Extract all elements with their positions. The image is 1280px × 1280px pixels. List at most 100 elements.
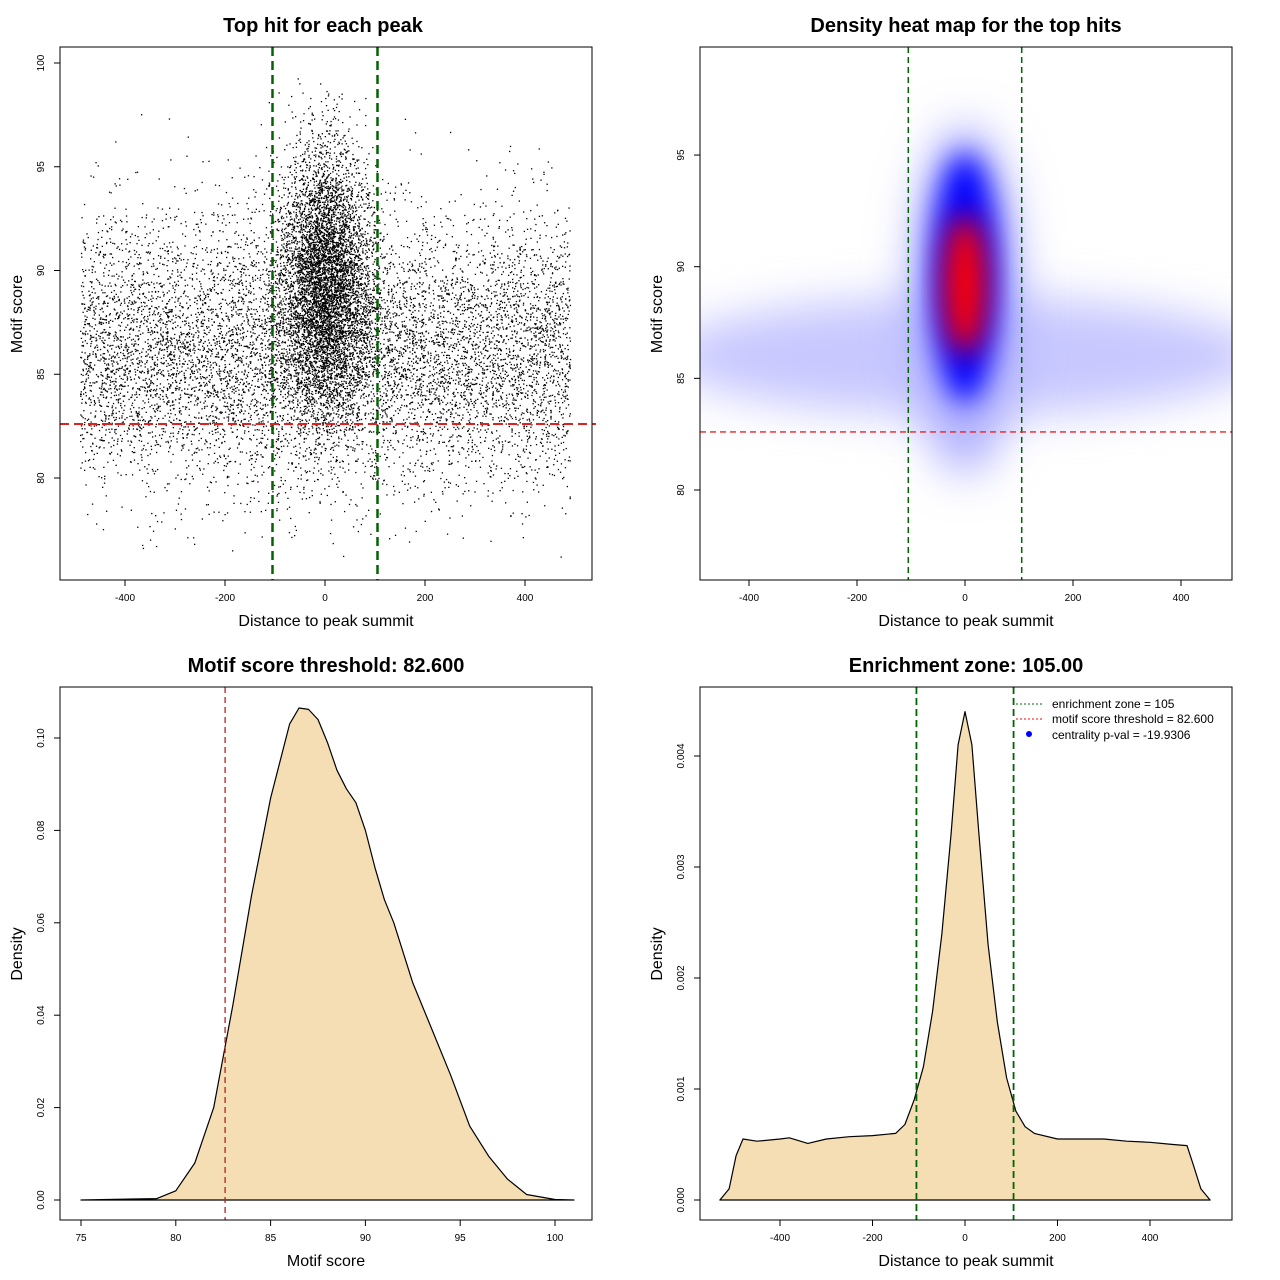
scatter-point (274, 316, 276, 318)
scatter-point (270, 325, 273, 327)
scatter-point (310, 382, 312, 384)
scatter-point (509, 468, 512, 470)
scatter-point (362, 441, 364, 443)
scatter-point (441, 290, 443, 292)
scatter-point (489, 252, 491, 254)
scatter-point (115, 293, 117, 295)
scatter-point (149, 406, 151, 408)
scatter-point (231, 316, 233, 318)
scatter-point (247, 244, 249, 246)
scatter-point (387, 399, 389, 401)
scatter-point (387, 372, 390, 375)
scatter-point (459, 380, 461, 382)
scatter-point (252, 424, 254, 426)
scatter-point (459, 343, 461, 345)
scatter-point (246, 202, 248, 205)
scatter-point (298, 360, 300, 362)
scatter-point (281, 348, 283, 350)
scatter-point (119, 375, 121, 377)
scatter-point (162, 263, 164, 265)
scatter-point (479, 393, 482, 396)
scatter-point (203, 269, 205, 271)
scatter-point (430, 382, 432, 384)
scatter-point (127, 258, 130, 261)
scatter-point (266, 324, 268, 326)
scatter-point (343, 401, 345, 404)
scatter-point (125, 261, 128, 264)
scatter-point (195, 448, 197, 450)
scatter-point (166, 324, 168, 326)
scatter-point (428, 319, 430, 321)
scatter-point (562, 278, 564, 280)
scatter-point (465, 326, 467, 328)
scatter-point (481, 380, 483, 382)
scatter-point (417, 240, 420, 243)
scatter-point (85, 269, 87, 271)
scatter-point (83, 242, 85, 244)
scatter-point (264, 361, 266, 363)
scatter-point (560, 297, 562, 299)
scatter-point (297, 389, 299, 391)
scatter-point (324, 422, 327, 424)
scatter-point (113, 340, 115, 342)
scatter-point (197, 264, 199, 266)
scatter-point (360, 358, 362, 360)
scatter-point (275, 241, 278, 243)
scatter-point (248, 197, 250, 199)
scatter-point (97, 423, 99, 426)
scatter-point (407, 361, 409, 363)
scatter-point (569, 265, 571, 267)
scatter-point (220, 370, 222, 372)
scatter-point (335, 390, 337, 392)
scatter-point (198, 341, 200, 343)
scatter-point (275, 185, 278, 187)
scatter-point (102, 420, 104, 422)
scatter-point (402, 284, 404, 286)
scatter-point (539, 396, 541, 398)
scatter-point (224, 348, 226, 351)
scatter-point (215, 394, 217, 396)
scatter-point (448, 294, 451, 296)
scatter-point (107, 376, 109, 378)
scatter-point (483, 483, 485, 485)
scatter-point (290, 388, 292, 390)
scatter-point (420, 346, 422, 348)
scatter-point (415, 382, 417, 384)
scatter-point (122, 261, 124, 263)
scatter-point (205, 302, 207, 305)
scatter-point (133, 273, 135, 275)
scatter-point (237, 379, 239, 381)
scatter-point (246, 330, 249, 332)
scatter-point (498, 441, 500, 443)
scatter-point (569, 497, 571, 500)
scatter-point (207, 392, 209, 394)
scatter-point (482, 305, 485, 307)
scatter-point (151, 295, 153, 297)
scatter-point (284, 269, 287, 271)
scatter-point (179, 380, 182, 382)
scatter-point (102, 529, 105, 531)
scatter-point (349, 409, 351, 411)
scatter-point (541, 269, 543, 271)
scatter-point (133, 459, 136, 461)
scatter-point (494, 294, 496, 297)
scatter-point (489, 305, 491, 307)
scatter-point (530, 315, 532, 317)
scatter-point (160, 313, 162, 316)
scatter-point (462, 537, 464, 539)
scatter-point (136, 321, 138, 323)
scatter-point (90, 362, 92, 364)
scatter-point (204, 384, 207, 386)
scatter-point (169, 375, 171, 377)
scatter-point (221, 388, 223, 390)
scatter-point (538, 284, 540, 286)
scatter-point (212, 422, 214, 424)
scatter-point (249, 500, 252, 503)
scatter-point (111, 363, 113, 365)
scatter-point (361, 448, 363, 450)
scatter-point (298, 290, 300, 292)
scatter-point (218, 446, 220, 448)
scatter-point (173, 355, 175, 357)
scatter-point (455, 319, 457, 321)
scatter-point (414, 464, 416, 467)
